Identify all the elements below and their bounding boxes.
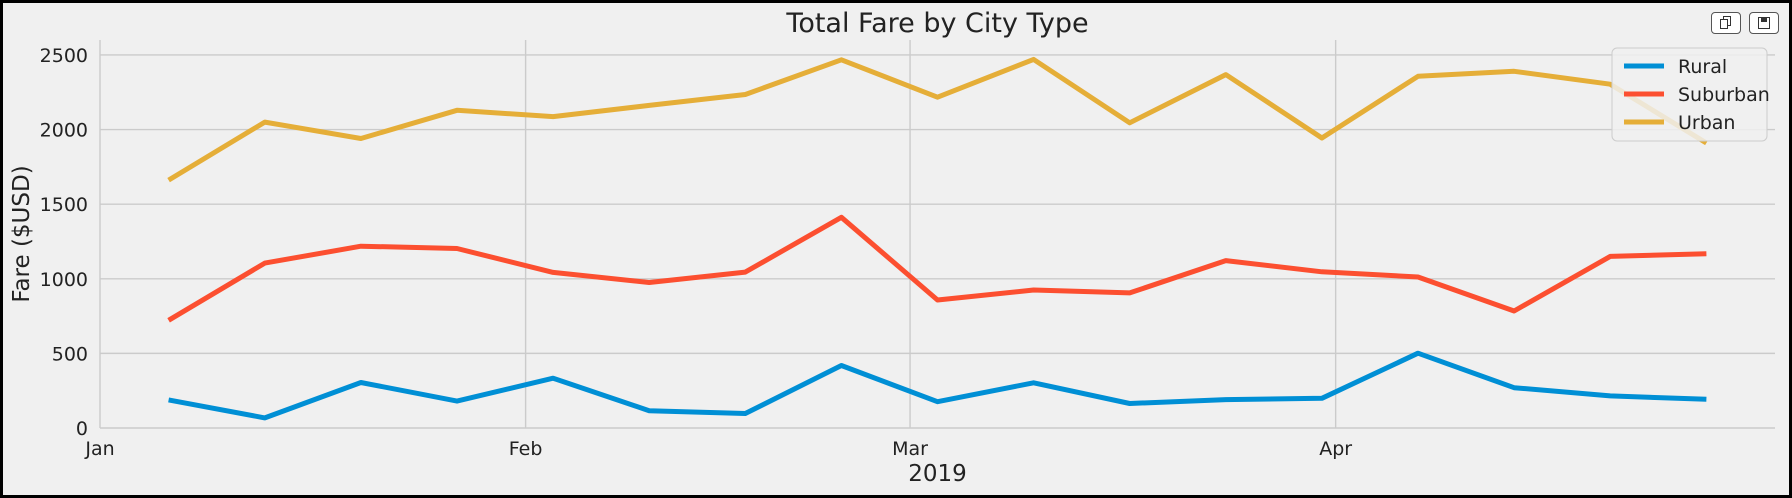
x-tick-label: Jan: [84, 438, 114, 460]
tick-labels: 0 500 1000 1500 2000 2500 Jan Feb Mar Apr: [40, 45, 1353, 460]
save-button[interactable]: [1749, 12, 1779, 34]
y-tick-label: 1000: [40, 269, 88, 291]
y-tick-label: 500: [52, 343, 88, 365]
legend-label: Suburban: [1678, 84, 1770, 106]
x-tick-label: Apr: [1319, 438, 1352, 460]
legend-label: Rural: [1678, 56, 1727, 78]
y-tick-label: 2500: [40, 45, 88, 67]
save-icon: [1758, 17, 1770, 29]
chart-title: Total Fare by City Type: [785, 8, 1088, 39]
series-line-rural: [168, 350, 1707, 421]
series-lines: [167, 56, 1708, 421]
series-line-urban: [167, 56, 1708, 183]
legend: Rural Suburban Urban: [1611, 47, 1770, 142]
legend-box: [1611, 47, 1768, 142]
series-line-suburban: [167, 214, 1707, 323]
y-tick-label: 0: [76, 418, 88, 440]
copy-button[interactable]: [1711, 12, 1741, 34]
x-axis-label: 2019: [908, 461, 967, 487]
x-tick-label: Feb: [509, 438, 543, 460]
x-tick-label: Mar: [892, 438, 928, 460]
y-axis-label: Fare ($USD): [9, 165, 35, 302]
figure-canvas: [3, 3, 1789, 495]
y-tick-label: 2000: [40, 120, 88, 142]
y-tick-label: 1500: [40, 194, 88, 216]
legend-label: Urban: [1678, 112, 1735, 134]
copy-icon: [1720, 16, 1731, 29]
grid-lines: [99, 40, 1775, 429]
